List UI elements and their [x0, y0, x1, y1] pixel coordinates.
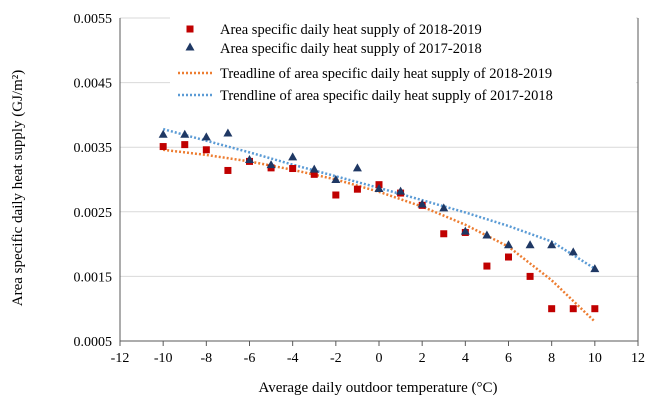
data-point-triangle [547, 240, 557, 249]
x-tick-label: -12 [111, 351, 130, 366]
legend-label-2018-2019: Area specific daily heat supply of 2018-… [220, 22, 482, 38]
y-tick-label: 0.0015 [74, 270, 113, 285]
y-axis-label: Area specific daily heat supply (GJ/m²) [10, 70, 26, 307]
trendline-3 [162, 127, 596, 270]
data-point-triangle [396, 186, 406, 195]
data-point-square [526, 272, 534, 280]
trendline-2 [163, 148, 596, 323]
data-point-triangle [374, 184, 384, 193]
axes [119, 18, 639, 346]
data-point-square [483, 262, 491, 270]
data-point-square [548, 305, 556, 313]
data-point-square [181, 141, 189, 149]
x-tick-label: -8 [200, 351, 212, 366]
data-point-square [310, 170, 318, 178]
series-layer [158, 127, 600, 323]
x-tick-label: 0 [376, 351, 383, 366]
data-point-square [353, 185, 361, 193]
x-tick-label: 6 [505, 351, 512, 366]
legend: Area specific daily heat supply of 2018-… [170, 15, 636, 109]
data-point-triangle [460, 226, 470, 235]
x-tick-label: 4 [462, 351, 469, 366]
data-point-square [202, 146, 210, 154]
x-tick-label: 2 [419, 351, 426, 366]
x-tick-label: 12 [631, 351, 645, 366]
y-tick-label: 0.0055 [74, 12, 113, 27]
y-tick-label: 0.0005 [74, 335, 113, 350]
data-point-square [591, 305, 599, 313]
data-point-triangle [525, 240, 535, 249]
data-point-triangle [331, 175, 341, 183]
y-tick-label: 0.0025 [74, 206, 113, 221]
data-point-triangle [309, 164, 319, 173]
tick-labels: 0.0005 0.0015 0.0025 0.0035 0.0045 0.0055 -12 -… [74, 12, 646, 366]
data-point-triangle [352, 163, 362, 172]
data-point-square [569, 305, 577, 313]
data-point-square [505, 253, 512, 261]
y-tick-label: 0.0045 [74, 77, 113, 92]
legend-box [170, 15, 636, 109]
data-point-triangle [201, 132, 211, 141]
data-point-triangle [245, 154, 254, 163]
data-point-triangle [504, 240, 513, 249]
data-point-square [289, 165, 297, 173]
data-point-triangle [568, 247, 578, 256]
legend-label-2017-2018: Area specific daily heat supply of 2017-… [220, 41, 482, 57]
data-point-triangle [439, 203, 449, 212]
x-tick-label: 10 [588, 351, 602, 366]
x-tick-label: -10 [154, 351, 173, 366]
data-point-square [159, 143, 167, 151]
y-tick-label: 0.0035 [74, 141, 113, 156]
data-point-square [440, 230, 448, 238]
data-point-triangle [417, 199, 427, 208]
legend-label-trend-2018-2019: Treadline of area specific daily heat su… [220, 66, 552, 82]
data-point-triangle [158, 129, 168, 138]
x-tick-label: -2 [330, 351, 342, 366]
data-point-triangle [180, 129, 190, 138]
x-tick-label: 8 [548, 351, 555, 366]
legend-label-trend-2017-2018: Trendline of area specific daily heat su… [220, 88, 553, 104]
x-axis-label: Average daily outdoor temperature (°C) [259, 380, 498, 396]
data-point-triangle [223, 128, 233, 137]
data-point-triangle [590, 264, 600, 273]
data-point-triangle [288, 152, 298, 161]
x-tick-label: -4 [287, 351, 299, 366]
data-point-square [332, 191, 340, 199]
data-point-triangle [266, 160, 276, 169]
legend-marker-square [186, 25, 194, 33]
x-tick-label: -6 [244, 351, 256, 366]
legend-marker-triangle [185, 42, 195, 51]
data-point-square [224, 166, 232, 174]
data-point-triangle [482, 230, 492, 239]
